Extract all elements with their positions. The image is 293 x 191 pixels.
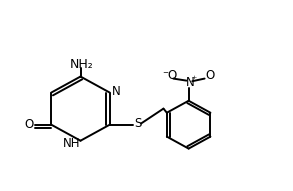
Text: N: N bbox=[112, 85, 121, 98]
Text: $^-$: $^-$ bbox=[161, 70, 170, 80]
Text: NH: NH bbox=[63, 137, 81, 150]
Text: S: S bbox=[134, 117, 142, 130]
Text: N: N bbox=[186, 76, 195, 89]
Text: O: O bbox=[167, 69, 176, 82]
Text: O: O bbox=[24, 118, 33, 131]
Text: $^+$: $^+$ bbox=[190, 74, 198, 83]
Text: O: O bbox=[205, 69, 214, 82]
Text: NH₂: NH₂ bbox=[70, 58, 94, 71]
